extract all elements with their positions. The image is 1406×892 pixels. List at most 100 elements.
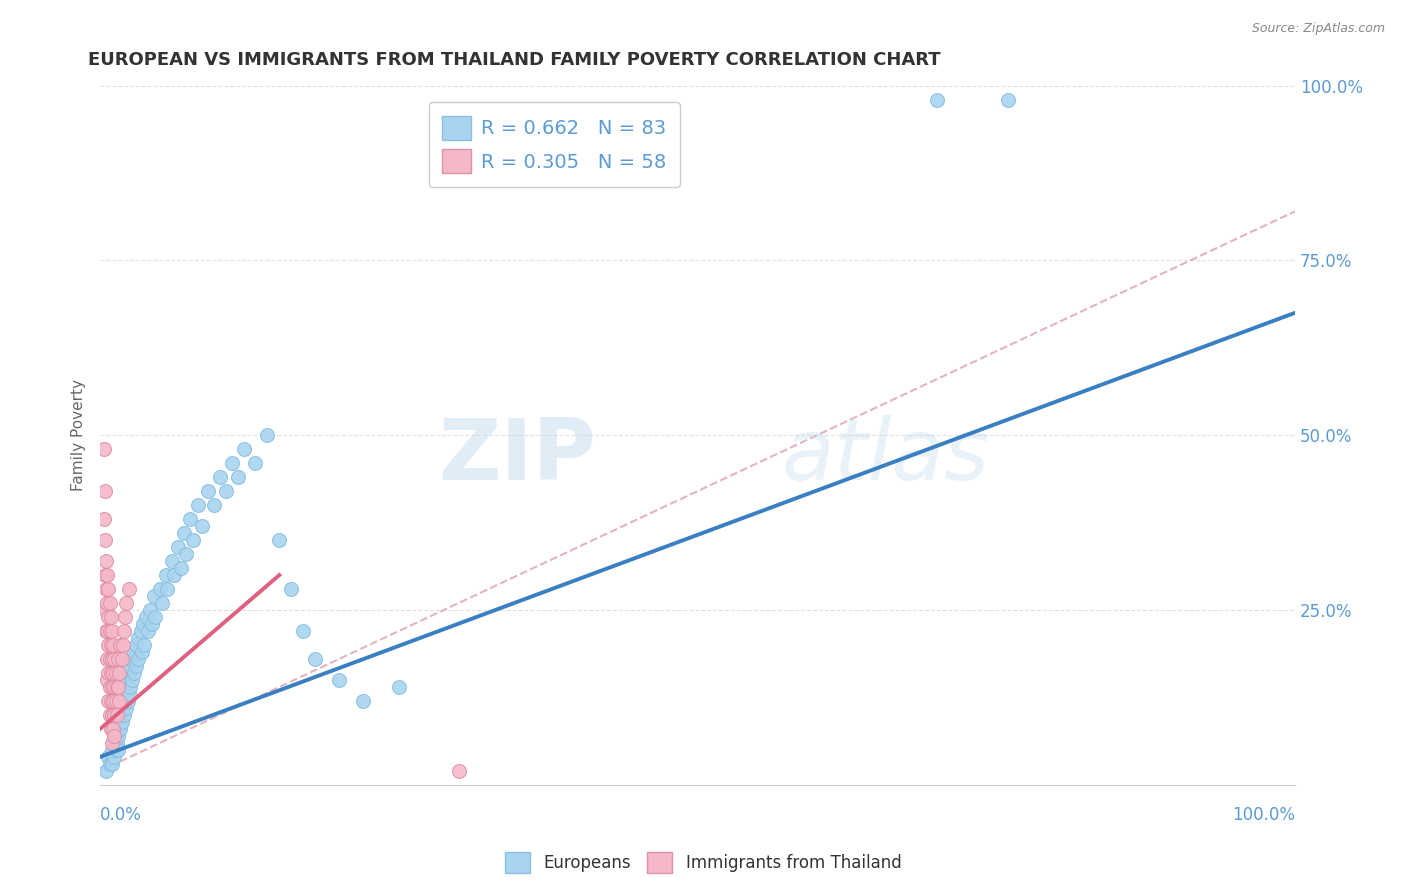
Point bbox=[100, 665, 122, 680]
Point bbox=[141, 617, 163, 632]
Point bbox=[142, 589, 165, 603]
Y-axis label: Family Poverty: Family Poverty bbox=[72, 379, 86, 491]
Point bbox=[132, 617, 155, 632]
Point bbox=[125, 659, 148, 673]
Point bbox=[149, 582, 172, 596]
Point bbox=[202, 498, 225, 512]
Point bbox=[136, 624, 159, 638]
Point bbox=[96, 652, 118, 666]
Point bbox=[111, 638, 134, 652]
Point bbox=[107, 680, 129, 694]
Text: atlas: atlas bbox=[782, 415, 990, 498]
Point bbox=[197, 484, 219, 499]
Point bbox=[97, 694, 120, 708]
Point bbox=[122, 665, 145, 680]
Point bbox=[107, 652, 129, 666]
Point bbox=[101, 756, 124, 771]
Point bbox=[100, 638, 122, 652]
Point bbox=[104, 665, 127, 680]
Point bbox=[129, 624, 152, 638]
Point bbox=[103, 736, 125, 750]
Point bbox=[98, 708, 121, 723]
Point bbox=[94, 624, 117, 638]
Point bbox=[292, 624, 315, 638]
Point bbox=[94, 533, 117, 547]
Point bbox=[118, 680, 141, 694]
Point bbox=[118, 687, 141, 701]
Point bbox=[118, 582, 141, 596]
Point bbox=[127, 652, 149, 666]
Point bbox=[101, 736, 124, 750]
Point bbox=[94, 554, 117, 568]
Point bbox=[101, 708, 124, 723]
Point bbox=[447, 764, 470, 778]
Point bbox=[111, 694, 134, 708]
Point bbox=[112, 687, 135, 701]
Point bbox=[269, 533, 291, 547]
Point bbox=[280, 582, 302, 596]
Point bbox=[160, 554, 183, 568]
Point bbox=[110, 638, 132, 652]
Point bbox=[96, 673, 118, 687]
Point bbox=[97, 638, 120, 652]
Point bbox=[226, 470, 249, 484]
Point bbox=[107, 743, 129, 757]
Point bbox=[179, 512, 201, 526]
Point bbox=[103, 680, 125, 694]
Point bbox=[328, 673, 350, 687]
Point bbox=[98, 596, 121, 610]
Point bbox=[256, 428, 278, 442]
Point bbox=[100, 694, 122, 708]
Point bbox=[105, 722, 128, 736]
Point bbox=[101, 743, 124, 757]
Point bbox=[120, 652, 142, 666]
Point bbox=[96, 596, 118, 610]
Point bbox=[131, 645, 153, 659]
Point bbox=[103, 729, 125, 743]
Point bbox=[108, 694, 131, 708]
Point bbox=[97, 610, 120, 624]
Text: EUROPEAN VS IMMIGRANTS FROM THAILAND FAMILY POVERTY CORRELATION CHART: EUROPEAN VS IMMIGRANTS FROM THAILAND FAM… bbox=[89, 51, 941, 69]
Point bbox=[94, 568, 117, 582]
Point bbox=[187, 498, 209, 512]
Point bbox=[96, 624, 118, 638]
Point bbox=[117, 694, 139, 708]
Point bbox=[183, 533, 205, 547]
Point bbox=[115, 680, 138, 694]
Legend: R = 0.662   N = 83, R = 0.305   N = 58: R = 0.662 N = 83, R = 0.305 N = 58 bbox=[429, 103, 681, 186]
Point bbox=[214, 484, 236, 499]
Point bbox=[97, 582, 120, 596]
Point bbox=[110, 701, 132, 715]
Legend: Europeans, Immigrants from Thailand: Europeans, Immigrants from Thailand bbox=[498, 846, 908, 880]
Point bbox=[114, 694, 136, 708]
Point bbox=[304, 652, 326, 666]
Point bbox=[156, 582, 179, 596]
Point bbox=[111, 701, 134, 715]
Point bbox=[100, 610, 122, 624]
Point bbox=[104, 694, 127, 708]
Text: Source: ZipAtlas.com: Source: ZipAtlas.com bbox=[1251, 22, 1385, 36]
Point bbox=[105, 736, 128, 750]
Point bbox=[221, 456, 243, 470]
Point bbox=[143, 610, 166, 624]
Point bbox=[101, 624, 124, 638]
Point bbox=[111, 714, 134, 729]
Point bbox=[98, 624, 121, 638]
Point bbox=[121, 673, 143, 687]
Point bbox=[232, 442, 254, 457]
Point bbox=[104, 729, 127, 743]
Point bbox=[97, 750, 120, 764]
Point bbox=[103, 750, 125, 764]
Text: 0.0%: 0.0% bbox=[100, 805, 142, 824]
Point bbox=[103, 708, 125, 723]
Point bbox=[103, 638, 125, 652]
Point bbox=[127, 631, 149, 645]
Point bbox=[93, 442, 115, 457]
Point bbox=[110, 722, 132, 736]
Point bbox=[101, 680, 124, 694]
Point bbox=[103, 665, 125, 680]
Point bbox=[997, 93, 1019, 107]
Point bbox=[94, 603, 117, 617]
Point bbox=[100, 722, 122, 736]
Point bbox=[94, 484, 117, 499]
